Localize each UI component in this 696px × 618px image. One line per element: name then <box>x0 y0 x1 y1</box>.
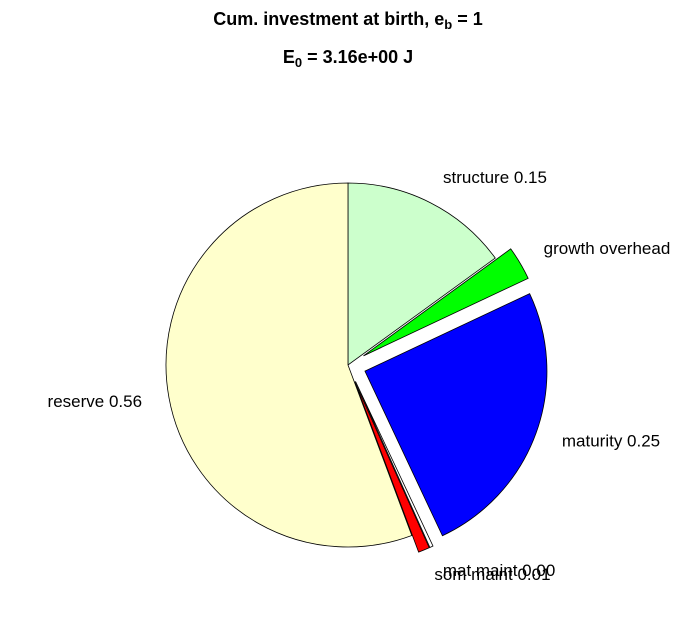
title-text: = 1 <box>452 9 483 29</box>
slice-label: mat maint 0.00 <box>443 561 555 580</box>
title-sub: b <box>444 17 452 32</box>
pie-slice <box>354 381 430 553</box>
pie-slice <box>165 182 413 548</box>
slice-label: growth overhead <box>544 239 671 258</box>
subtitle-text: E <box>283 47 295 67</box>
subtitle-text: = 3.16e+00 J <box>302 47 413 67</box>
pie-slice <box>347 182 496 366</box>
pie-slice <box>364 293 548 537</box>
slice-label: reserve 0.56 <box>48 392 143 411</box>
pie-slice <box>355 381 434 548</box>
slice-label: structure 0.15 <box>443 168 547 187</box>
slice-label: som maint 0.01 <box>434 565 550 584</box>
subtitle-sub: 0 <box>295 55 302 70</box>
pie-slice <box>363 248 529 357</box>
chart-subtitle: E0 = 3.16e+00 J <box>283 47 413 71</box>
slice-label: maturity 0.25 <box>562 431 660 450</box>
chart-title: Cum. investment at birth, eb = 1 <box>213 9 483 33</box>
title-text: Cum. investment at birth, e <box>213 9 444 29</box>
